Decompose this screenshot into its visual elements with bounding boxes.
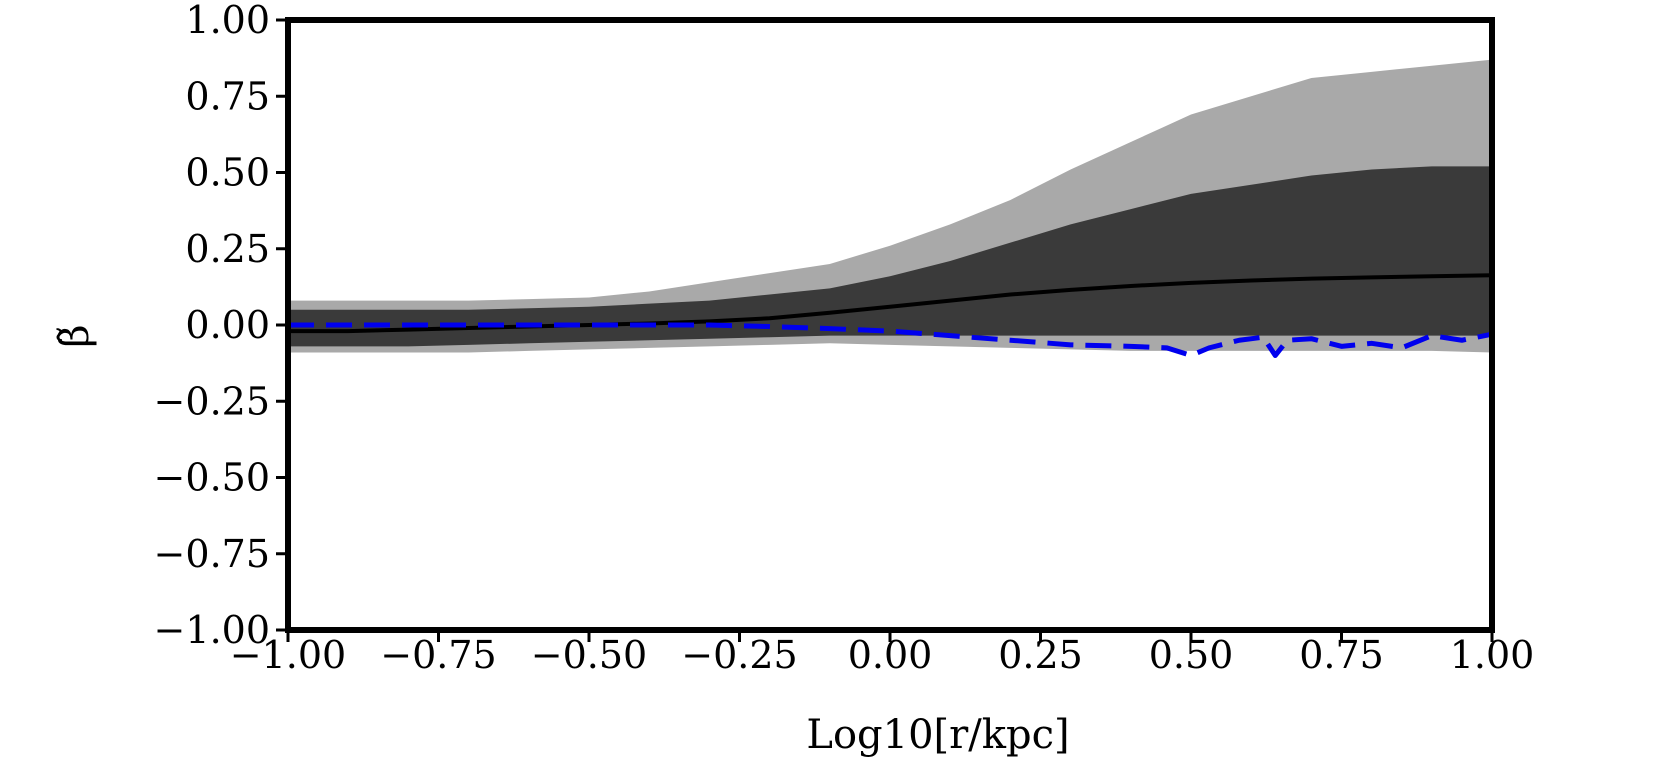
y-tick-label: −0.25 [154, 379, 270, 423]
x-tick-label: −0.50 [531, 633, 647, 677]
x-tick-label: 0.25 [998, 633, 1083, 677]
x-tick-label: −1.00 [230, 633, 346, 677]
x-tick-label: −0.25 [681, 633, 797, 677]
y-axis-ticks: 1.00 0.75 0.50 0.25 0.00 −0.25 −0.50 −0.75 −1.00 [154, 0, 288, 652]
y-tick-label: −0.75 [154, 532, 270, 576]
x-tick-label: 0.75 [1299, 633, 1384, 677]
y-tick-label: 0.00 [185, 303, 270, 347]
y-tick-label: 0.25 [185, 227, 270, 271]
y-tick-label: −0.50 [154, 456, 270, 500]
series-line-0-solid [288, 273, 1493, 334]
x-axis-ticks: −1.00 −0.75 −0.50 −0.25 0.00 0.25 0.50 0.75 1.00 [230, 630, 1535, 677]
y-axis-label-group: β̃ [52, 324, 98, 347]
y-tick-label: 0.75 [185, 74, 270, 118]
y-tick-label: −1.00 [154, 608, 270, 652]
band-1 [288, 166, 1492, 347]
y-tick-label: 0.50 [185, 151, 270, 195]
x-tick-label: −0.75 [380, 633, 496, 677]
x-tick-label: 0.00 [848, 633, 933, 677]
x-tick-label: 0.50 [1149, 633, 1234, 677]
x-tick-label: 1.00 [1450, 633, 1535, 677]
x-axis-label-group: Log10[r/kpc] [806, 712, 1069, 758]
y-tick-label: 1.00 [185, 0, 270, 42]
confidence-bands [288, 59, 1492, 353]
series-line-1-dashed [288, 322, 1493, 358]
x-axis-label: Log10[r/kpc] [806, 712, 1069, 758]
y-axis-label: β̃ [52, 324, 98, 347]
series-lines [288, 273, 1493, 358]
